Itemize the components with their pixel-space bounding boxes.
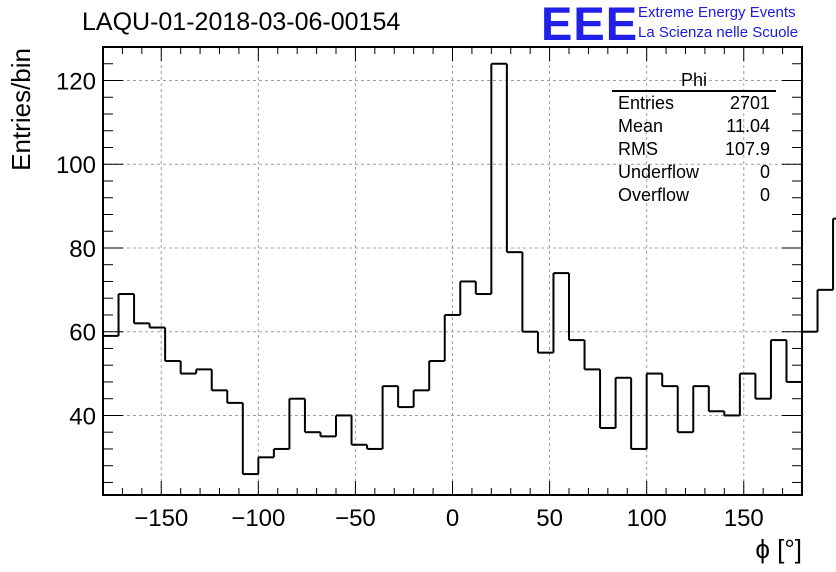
logo-line-2: La Scienza nelle Scuole: [638, 24, 799, 41]
chart-title: LAQU-01-2018-03-06-00154: [82, 8, 401, 36]
logo-line-1: Extreme Energy Events: [638, 4, 796, 21]
stat-row-rms: RMS 107.9: [612, 138, 776, 161]
y-tick-label: 100: [56, 152, 96, 179]
stat-value: 0: [759, 162, 770, 182]
tick-labels: −150 −100 −50 0 50 100 150 40 60 80 100 120: [56, 68, 764, 532]
x-axis-label: ϕ [°]: [755, 534, 802, 564]
stat-label: Mean: [618, 116, 664, 136]
stat-value: 0: [759, 185, 770, 205]
stat-label: Underflow: [618, 162, 700, 182]
eee-logo: EEE: [541, 0, 639, 50]
stat-value: 11.04: [726, 116, 770, 136]
y-tick-label: 120: [56, 68, 96, 95]
x-tick-label: −50: [335, 505, 376, 532]
stats-box: Phi Entries 2701 Mean 11.04 RMS 107.9 Un…: [612, 70, 776, 207]
x-tick-label: 50: [536, 505, 563, 532]
y-tick-label: 40: [69, 403, 96, 430]
stat-label: Overflow: [618, 185, 690, 205]
y-tick-label: 60: [69, 320, 96, 347]
stat-value: 2701: [729, 93, 770, 113]
axis-ticks: [102, 46, 803, 495]
stat-row-mean: Mean 11.04: [612, 115, 776, 138]
x-tick-label: −100: [231, 505, 285, 532]
histogram-series: [103, 62, 836, 476]
y-axis-label: Entries/bin: [6, 48, 36, 171]
y-tick-label: 80: [69, 236, 96, 263]
stat-row-overflow: Overflow 0: [612, 184, 776, 207]
x-tick-label: 100: [627, 505, 667, 532]
x-tick-label: −150: [134, 505, 188, 532]
stat-row-underflow: Underflow 0: [612, 161, 776, 184]
stat-row-entries: Entries 2701: [612, 92, 776, 115]
stat-label: Entries: [618, 93, 675, 113]
x-tick-label: 150: [724, 505, 764, 532]
grid: [103, 47, 802, 495]
stat-label: RMS: [618, 139, 658, 159]
stat-value: 107.9: [724, 139, 770, 159]
stats-title: Phi: [612, 70, 776, 92]
x-tick-label: 0: [446, 505, 459, 532]
